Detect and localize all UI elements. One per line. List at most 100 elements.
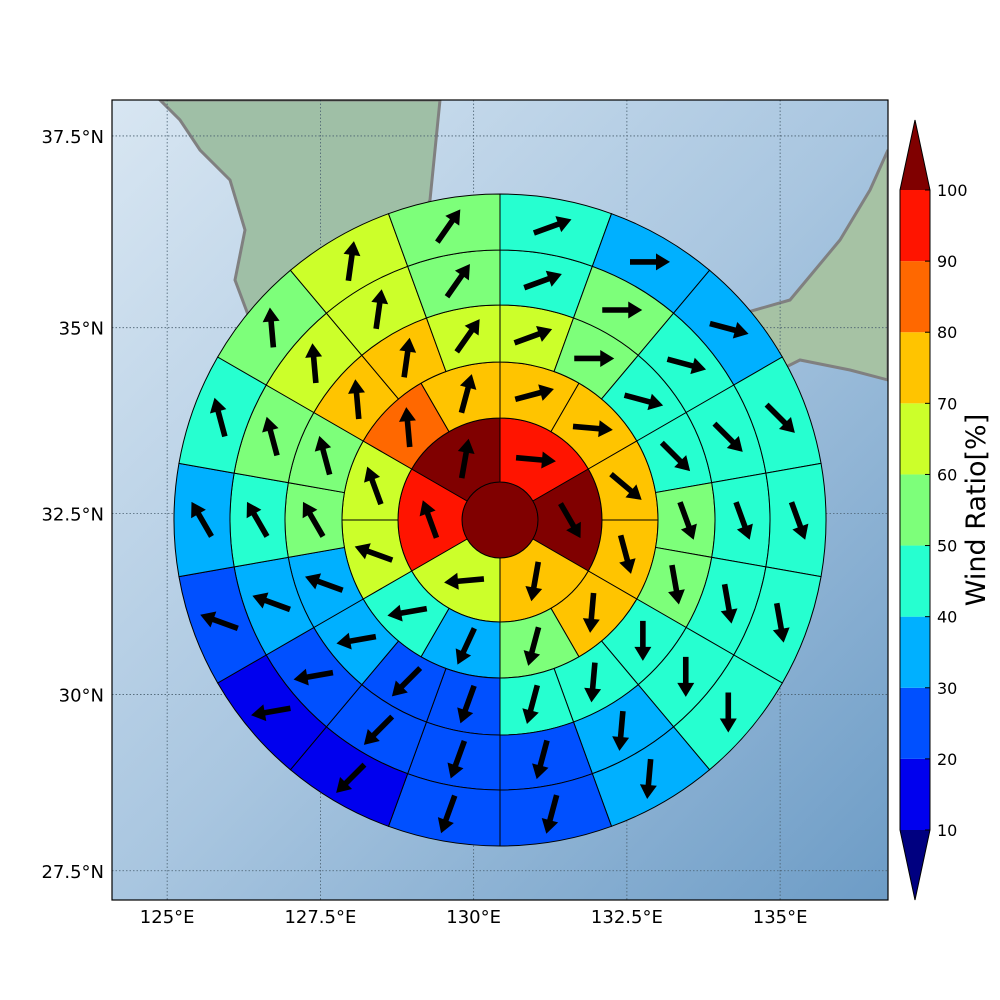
- colorbar-bin: [900, 474, 930, 546]
- x-tick-label: 125°E: [140, 907, 195, 928]
- colorbar-tick-label: 30: [937, 679, 957, 698]
- wind-arrow: [764, 402, 795, 433]
- wind-arrow: [363, 714, 395, 745]
- wind-arrow: [435, 209, 461, 244]
- wind-arrow: [305, 343, 323, 384]
- wind-arrow: [387, 604, 428, 622]
- wind-arrow: [623, 392, 664, 411]
- wind-arrow: [532, 739, 550, 780]
- wind-arrow: [444, 572, 485, 590]
- wind-arrow: [457, 684, 477, 724]
- wind-arrow: [262, 307, 280, 348]
- wind-arrow: [262, 416, 280, 457]
- colorbar-label: Wind Ratio[%]: [961, 414, 992, 606]
- y-tick-label: 27.5°N: [41, 862, 104, 883]
- wind-arrow: [572, 420, 613, 438]
- wind-arrow: [391, 666, 423, 697]
- colorbar-bin: [900, 332, 930, 404]
- wind-arrow: [602, 301, 643, 319]
- wind-arrow: [458, 374, 477, 414]
- colorbar: 10 20 30 40 50 60 70 80 90 100: [899, 119, 968, 901]
- wind-arrow: [293, 668, 334, 686]
- wind-arrow: [343, 241, 361, 282]
- wind-arrow: [454, 319, 480, 354]
- wind-arrow: [200, 611, 239, 632]
- wind-arrow: [252, 592, 291, 613]
- map-area: [112, 100, 888, 900]
- colorbar-tick-label: 60: [937, 465, 957, 484]
- wind-arrow: [525, 561, 543, 602]
- wind-arrow: [447, 740, 468, 779]
- wind-arrow: [639, 758, 657, 799]
- x-tick-label: 127.5°E: [284, 907, 356, 928]
- y-tick-label: 32.5°N: [41, 505, 104, 526]
- wind-arrow: [251, 704, 291, 722]
- wind-arrow: [677, 656, 695, 697]
- wind-arrow: [348, 379, 365, 420]
- wind-arrow: [709, 320, 749, 339]
- wind-arrow: [677, 501, 697, 540]
- wind-arrow: [371, 289, 389, 330]
- colorbar-tick-label: 100: [937, 181, 968, 200]
- wind-arrow: [719, 692, 737, 733]
- colorbar-under: [900, 830, 930, 900]
- wind-arrow: [772, 602, 790, 643]
- wind-arrow: [354, 543, 394, 563]
- wind-arrow: [336, 632, 377, 650]
- colorbar-bin: [900, 616, 930, 688]
- colorbar-tick-label: 50: [937, 537, 957, 556]
- wind-arrow: [457, 438, 475, 479]
- wind-arrow: [668, 564, 685, 605]
- colorbar-bin: [900, 261, 930, 333]
- wind-arrow: [305, 573, 344, 593]
- wind-arrow: [314, 435, 333, 476]
- wind-arrow: [514, 384, 554, 403]
- x-tick-label: 132.5°E: [591, 907, 663, 928]
- colorbar-bin: [900, 687, 930, 759]
- x-tick-label: 135°E: [753, 907, 808, 928]
- wind-arrow: [209, 397, 228, 438]
- colorbar-tick-label: 80: [937, 323, 957, 342]
- colorbar-bin: [900, 545, 930, 617]
- colorbar-tick-label: 20: [937, 750, 957, 769]
- wind-arrow: [720, 583, 738, 624]
- wind-arrow: [523, 270, 562, 291]
- wind-arrow: [523, 626, 542, 666]
- wind-arrow: [419, 500, 440, 539]
- wind-arrow: [582, 592, 600, 633]
- colorbar-tick-label: 10: [937, 821, 957, 840]
- wind-arrow: [712, 421, 743, 452]
- colorbar-over: [900, 120, 930, 190]
- wind-arrow: [541, 794, 560, 834]
- colorbar-tick-label: 90: [937, 252, 957, 271]
- wind-arrow: [659, 440, 691, 472]
- wind-arrow: [733, 501, 753, 540]
- colorbar-bin: [900, 403, 930, 475]
- wind-arrow: [630, 253, 670, 271]
- wind-arrow: [399, 337, 417, 378]
- wind-arrow: [246, 501, 270, 538]
- y-tick-label: 37.5°N: [41, 127, 104, 148]
- wind-arrow: [609, 471, 642, 500]
- wind-arrow: [634, 620, 652, 661]
- map-frame: [111, 99, 889, 901]
- wind-arrow: [513, 325, 553, 346]
- wind-arrow: [666, 356, 707, 375]
- wind-arrow: [398, 407, 416, 448]
- axis-labels: 125°E 127.5°E 130°E 132.5°E 135°E 27.5°N 30°N 3…: [41, 127, 807, 928]
- x-tick-label: 130°E: [446, 907, 501, 928]
- wind-arrow: [336, 762, 367, 793]
- wind-arrow: [617, 534, 636, 574]
- wind-arrow: [612, 710, 630, 751]
- wind-arrow: [302, 501, 326, 538]
- wind-arrow: [437, 794, 458, 834]
- wind-arrow: [522, 684, 541, 724]
- wind-arrow: [191, 501, 214, 538]
- wind-arrow: [584, 662, 602, 703]
- colorbar-bin: [900, 190, 930, 262]
- wind-rings: [173, 193, 827, 847]
- y-tick-label: 35°N: [59, 319, 104, 340]
- wind-arrow: [532, 216, 572, 236]
- wind-arrow: [444, 263, 470, 299]
- colorbar-bin: [900, 758, 930, 830]
